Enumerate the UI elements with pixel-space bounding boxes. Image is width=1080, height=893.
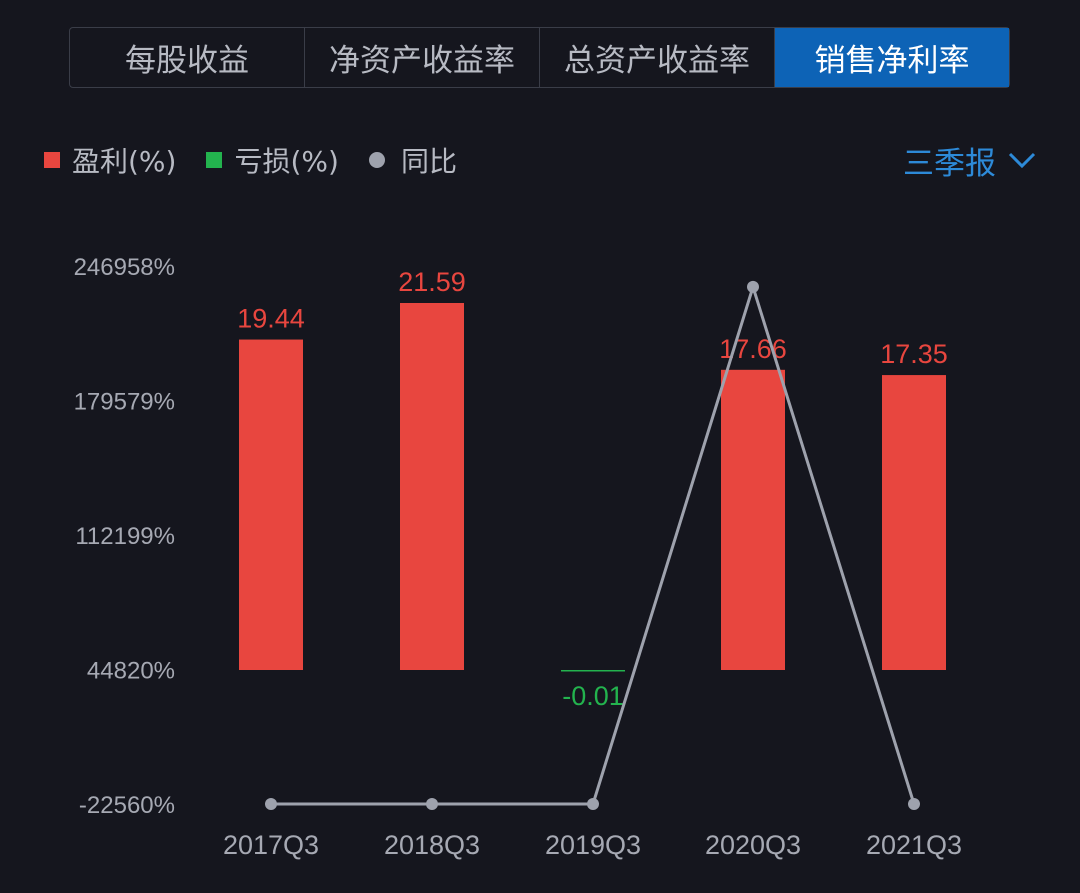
- legend-yoy-dot: [368, 152, 385, 168]
- yoy-point: [426, 798, 438, 810]
- yoy-point: [747, 280, 759, 293]
- period-selector[interactable]: 三季报: [903, 138, 1036, 182]
- metric-tab-bar: 每股收益 净资产收益率 总资产收益率 销售净利率: [69, 27, 1010, 88]
- tab-roe[interactable]: 净资产收益率: [305, 28, 540, 87]
- chevron-down-icon: [1008, 152, 1036, 169]
- profit-data-label: 17.35: [880, 339, 948, 369]
- tab-roa[interactable]: 总资产收益率: [540, 28, 775, 87]
- tab-net-profit-margin[interactable]: 销售净利率: [775, 28, 1009, 87]
- yoy-point: [908, 798, 920, 810]
- x-tick-label: 2017Q3: [223, 830, 319, 860]
- legend-loss-label: 亏损(%): [234, 145, 339, 178]
- yoy-line: [271, 281, 916, 806]
- profit-bar: [882, 375, 946, 670]
- profit-data-label: 19.44: [237, 304, 305, 334]
- legend-yoy-label: 同比: [400, 145, 457, 178]
- x-tick-label: 2018Q3: [384, 830, 480, 860]
- yoy-point: [587, 798, 599, 810]
- legend-loss-swatch: [206, 152, 223, 168]
- legend-profit[interactable]: 盈利(%): [44, 140, 176, 180]
- profit-bar: [721, 369, 785, 670]
- x-tick-label: 2020Q3: [705, 830, 801, 860]
- y-tick-label: 44820%: [87, 657, 175, 684]
- y-tick-label: 179579%: [74, 388, 175, 415]
- legend-profit-swatch: [44, 152, 60, 168]
- loss-data-label: -0.01: [562, 681, 624, 711]
- y-tick-label: -22560%: [79, 792, 175, 819]
- y-tick-label: 112199%: [75, 523, 175, 550]
- legend-loss[interactable]: 亏损(%): [206, 140, 339, 180]
- y-tick-label: 246958%: [74, 254, 175, 281]
- loss-bar: [561, 670, 625, 672]
- yoy-point: [265, 798, 277, 810]
- legend-yoy[interactable]: 同比: [368, 140, 457, 180]
- profit-data-label: 21.59: [398, 267, 466, 297]
- x-tick-label: 2019Q3: [545, 830, 641, 860]
- profit-bar: [400, 303, 464, 670]
- period-label: 三季报: [903, 145, 996, 182]
- chart-legend: 盈利(%) 亏损(%) 同比: [44, 138, 487, 182]
- legend-profit-label: 盈利(%): [72, 145, 177, 178]
- x-tick-label: 2021Q3: [866, 830, 962, 860]
- tab-eps[interactable]: 每股收益: [70, 28, 305, 87]
- profit-bar: [239, 339, 303, 670]
